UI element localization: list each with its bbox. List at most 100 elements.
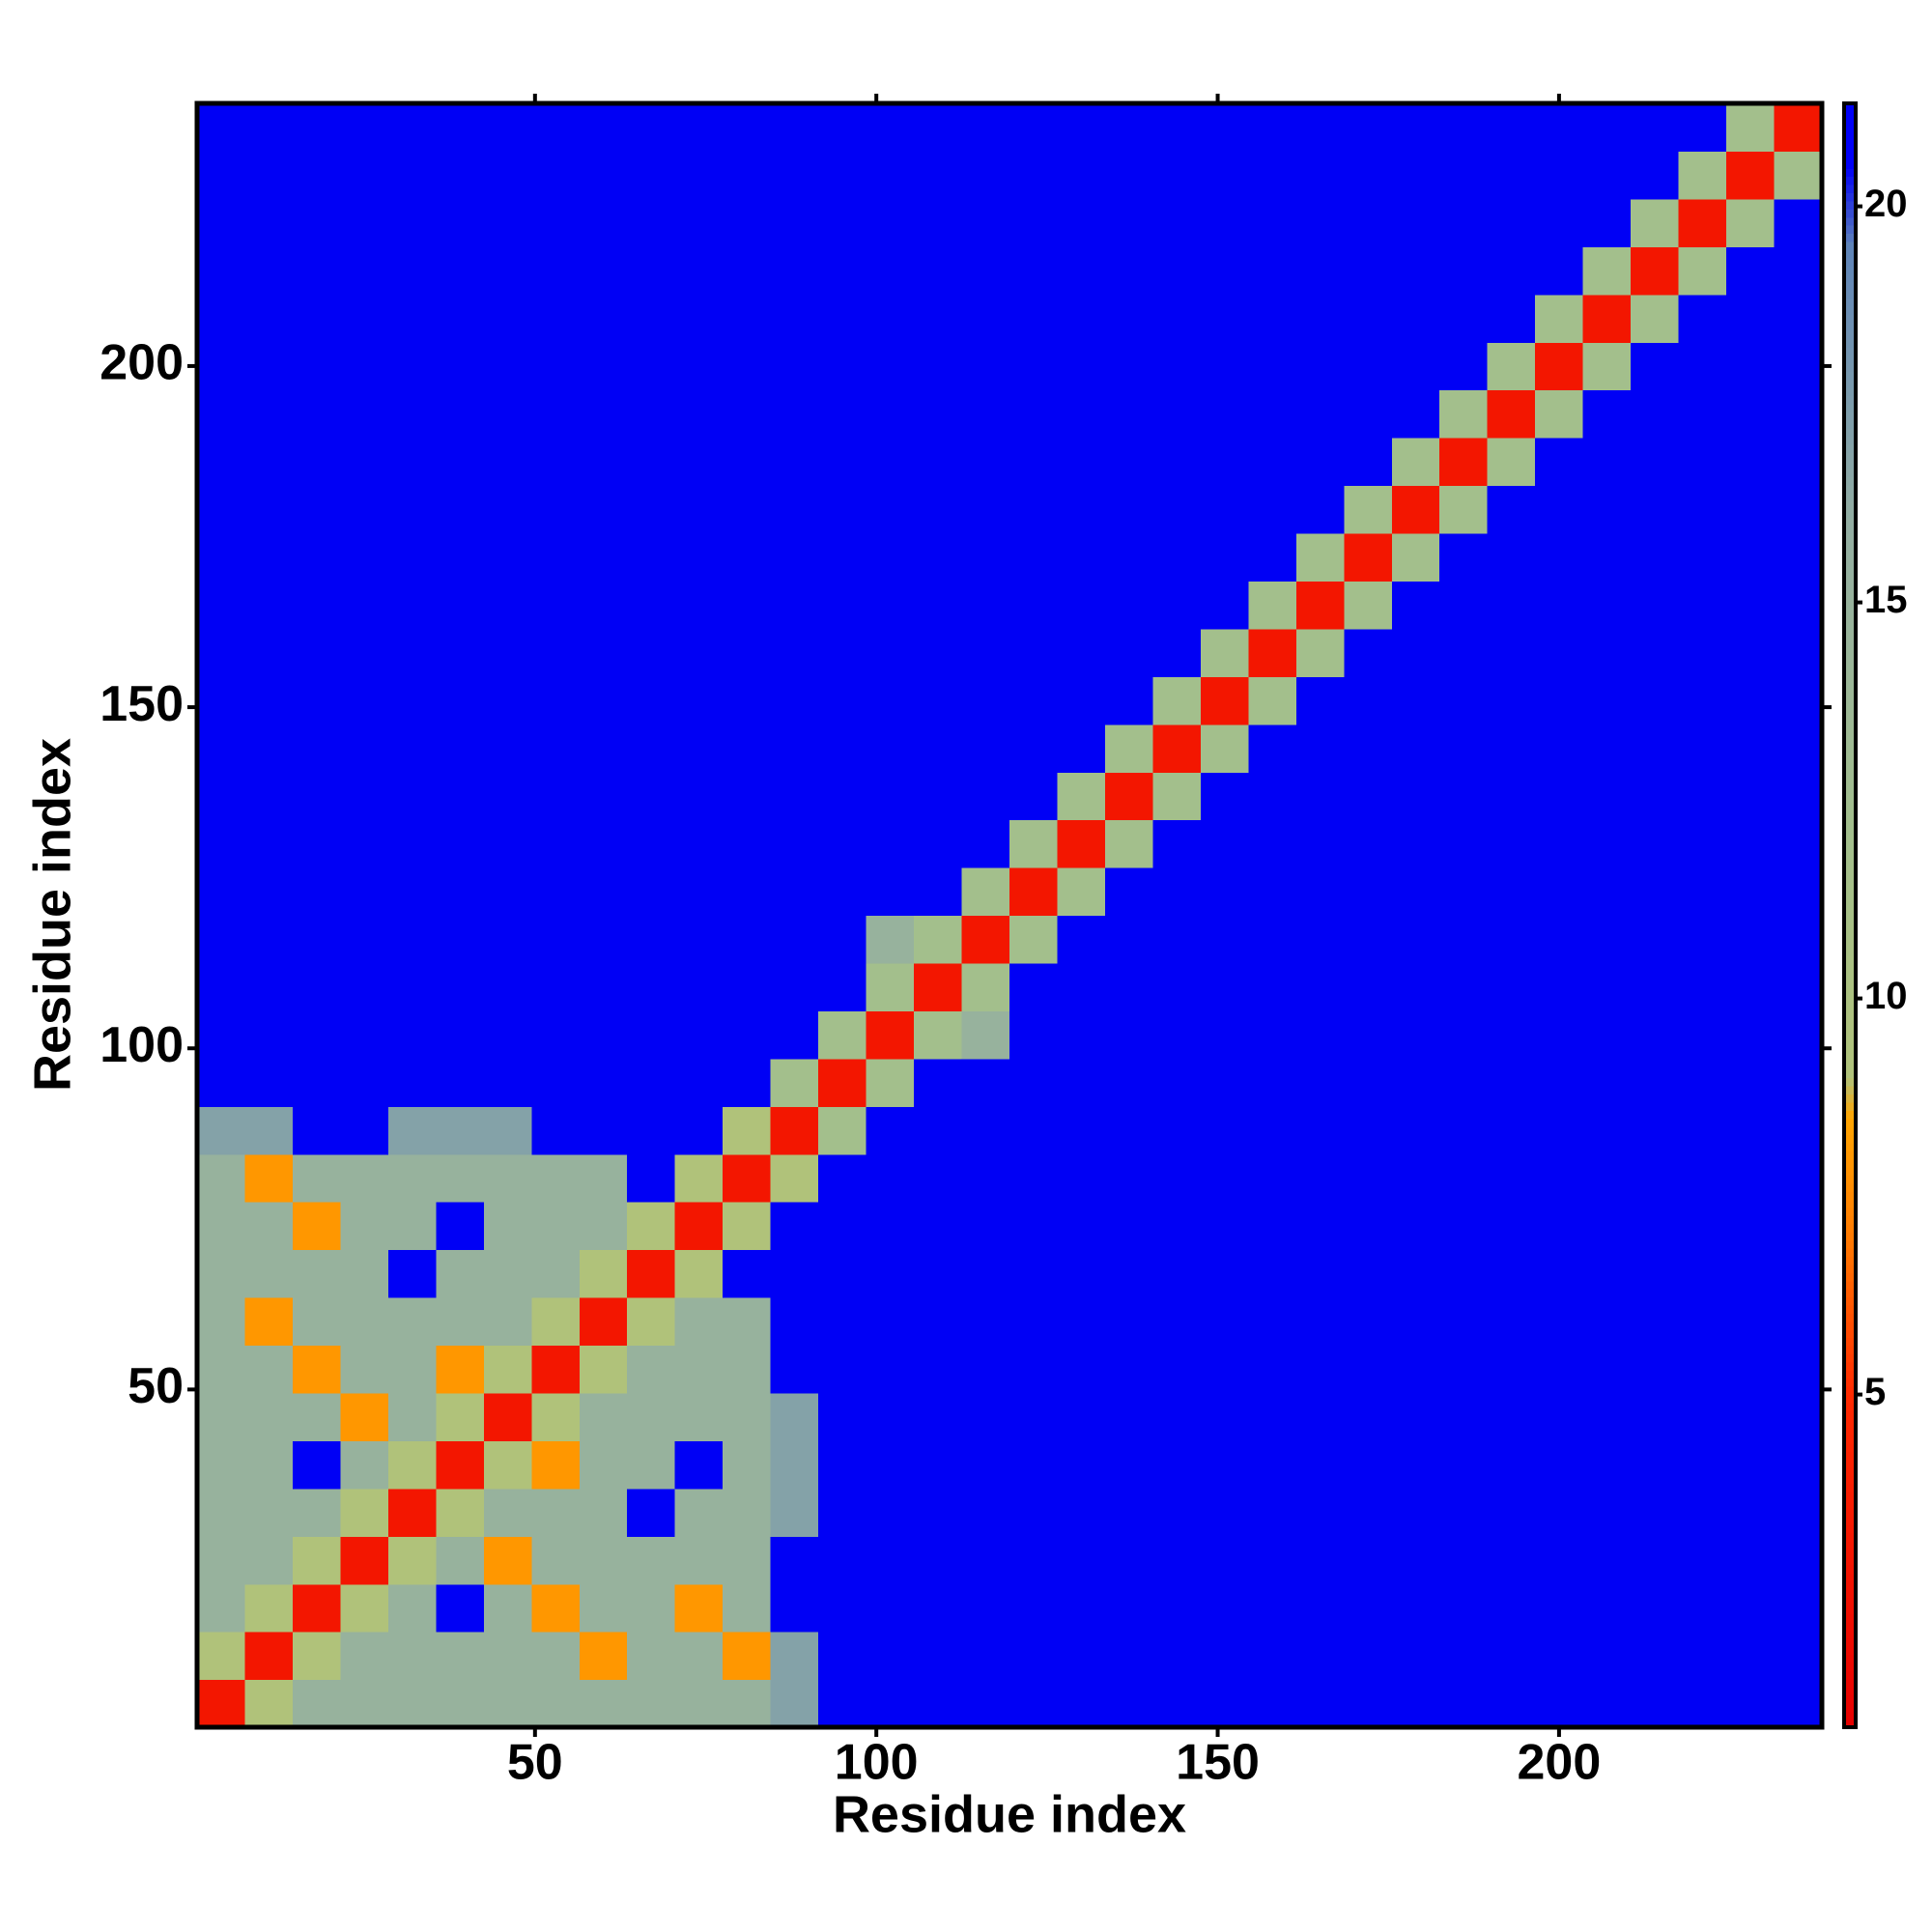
- heatmap-cell: [436, 581, 485, 630]
- colorbar-slice: [1844, 176, 1856, 185]
- heatmap-cell: [770, 1536, 819, 1585]
- heatmap-cell: [1152, 438, 1202, 487]
- heatmap-cell: [1009, 342, 1059, 391]
- heatmap-cell: [723, 103, 772, 153]
- heatmap-cell: [674, 1488, 724, 1537]
- heatmap-cell: [1774, 1488, 1823, 1537]
- heatmap-cell: [866, 389, 915, 439]
- heatmap-cell: [292, 532, 342, 582]
- colorbar-tick-label: 5: [1864, 1371, 1886, 1413]
- heatmap-cell: [818, 1249, 867, 1298]
- heatmap-cell: [1439, 962, 1489, 1011]
- heatmap-cell: [961, 1153, 1010, 1203]
- heatmap-cell: [914, 819, 963, 868]
- heatmap-cell: [292, 1679, 342, 1728]
- heatmap-cell: [961, 772, 1010, 821]
- heatmap-cell: [1295, 772, 1345, 821]
- heatmap-cell: [1487, 819, 1536, 868]
- heatmap-cell: [436, 103, 485, 153]
- heatmap-cell: [1057, 151, 1106, 200]
- heatmap-cell: [292, 485, 342, 534]
- heatmap-cell: [1009, 1392, 1059, 1441]
- heatmap-cell: [1439, 1153, 1489, 1203]
- colorbar-slice: [1844, 144, 1856, 154]
- heatmap-cell: [1774, 532, 1823, 582]
- heatmap-cell: [292, 246, 342, 296]
- heatmap-cell: [1344, 389, 1393, 439]
- heatmap-cell: [1726, 485, 1776, 534]
- heatmap-cell: [244, 772, 294, 821]
- heatmap-cell: [197, 1632, 246, 1681]
- heatmap-cell: [1152, 867, 1202, 917]
- heatmap-cell: [292, 1583, 342, 1633]
- heatmap-cell: [1726, 772, 1776, 821]
- heatmap-cell: [627, 389, 676, 439]
- heatmap-cell: [1152, 1488, 1202, 1537]
- heatmap-cell: [292, 1153, 342, 1203]
- heatmap-cell: [197, 819, 246, 868]
- heatmap-cell: [914, 294, 963, 343]
- heatmap-cell: [1344, 1488, 1393, 1537]
- colorbar-slice: [1844, 850, 1856, 860]
- heatmap-cell: [292, 1536, 342, 1585]
- heatmap-cell: [1391, 628, 1440, 677]
- heatmap-cell: [1391, 103, 1440, 153]
- heatmap-cell: [1726, 1153, 1776, 1203]
- heatmap-cell: [914, 1106, 963, 1155]
- heatmap-cell: [579, 581, 628, 630]
- heatmap-cell: [818, 581, 867, 630]
- colorbar-slice: [1844, 1313, 1856, 1322]
- heatmap-cell: [627, 962, 676, 1011]
- colorbar-slice: [1844, 1296, 1856, 1306]
- heatmap-cell: [197, 1440, 246, 1490]
- heatmap-cell: [531, 246, 581, 296]
- heatmap-cell: [531, 438, 581, 487]
- heatmap-cell: [483, 198, 532, 247]
- heatmap-cell: [1248, 1058, 1297, 1107]
- heatmap-cell: [1295, 438, 1345, 487]
- heatmap-cell: [1104, 342, 1154, 391]
- colorbar-slice: [1844, 1134, 1856, 1144]
- colorbar-slice: [1844, 582, 1856, 591]
- heatmap-cell: [1774, 246, 1823, 296]
- heatmap-cell: [627, 581, 676, 630]
- heatmap-cell: [1726, 915, 1776, 964]
- heatmap-cell: [292, 628, 342, 677]
- heatmap-cell: [818, 1153, 867, 1203]
- heatmap-cell: [1487, 1440, 1536, 1490]
- heatmap-cell: [1009, 1058, 1059, 1107]
- heatmap-cell: [436, 342, 485, 391]
- heatmap-cell: [1582, 867, 1632, 917]
- heatmap-cell: [1200, 342, 1249, 391]
- heatmap-cell: [1774, 1583, 1823, 1633]
- colorbar-slice: [1844, 509, 1856, 519]
- heatmap-cell: [627, 1297, 676, 1347]
- heatmap-cell: [244, 724, 294, 773]
- heatmap-cell: [1200, 294, 1249, 343]
- heatmap-cell: [723, 1632, 772, 1681]
- colorbar-slice: [1844, 882, 1856, 892]
- colorbar-slice: [1844, 1020, 1856, 1030]
- heatmap-cell: [436, 1440, 485, 1490]
- colorbar-slice: [1844, 452, 1856, 462]
- heatmap-cell: [1295, 962, 1345, 1011]
- heatmap-cell: [531, 1536, 581, 1585]
- heatmap-cell: [1487, 1202, 1536, 1251]
- heatmap-cell: [674, 103, 724, 153]
- heatmap-cell: [483, 294, 532, 343]
- colorbar-slice: [1844, 1645, 1856, 1655]
- heatmap-cell: [674, 1202, 724, 1251]
- heatmap-cell: [674, 1392, 724, 1441]
- heatmap-cell: [244, 1010, 294, 1060]
- heatmap-cell: [1152, 915, 1202, 964]
- heatmap-cell: [1295, 1583, 1345, 1633]
- heatmap-cell: [1152, 532, 1202, 582]
- heatmap-cell: [579, 1536, 628, 1585]
- heatmap-cell: [1104, 1345, 1154, 1394]
- colorbar-slice: [1844, 1605, 1856, 1614]
- heatmap-cell: [340, 1202, 389, 1251]
- heatmap-cell: [1200, 1583, 1249, 1633]
- heatmap-cell: [914, 1583, 963, 1633]
- heatmap-cell: [1631, 1488, 1680, 1537]
- heatmap-cell: [1057, 724, 1106, 773]
